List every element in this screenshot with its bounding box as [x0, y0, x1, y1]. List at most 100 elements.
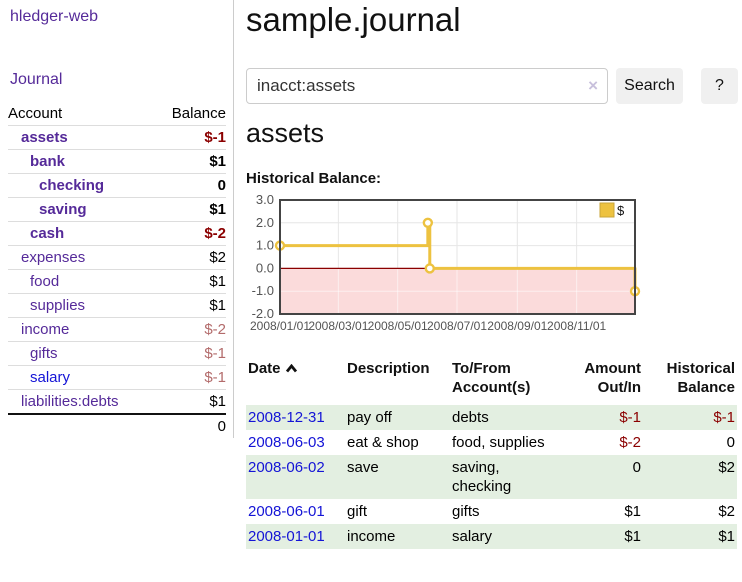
register-date: 2008-06-01	[246, 499, 345, 524]
account-link-supplies[interactable]: supplies	[30, 297, 86, 314]
main-content: sample.journal × Search ? assets Histori…	[246, 0, 742, 582]
register-accounts: salary	[450, 524, 560, 549]
account-row: income $-2	[8, 317, 226, 342]
sidebar-item-journal[interactable]: Journal	[10, 71, 63, 88]
account-link-assets[interactable]: assets	[21, 129, 68, 146]
account-heading: assets	[246, 118, 325, 148]
account-link-salary[interactable]: salary	[30, 369, 71, 386]
account-link-expenses[interactable]: expenses	[21, 249, 86, 266]
register-date: 2008-06-02	[246, 455, 345, 499]
date-link[interactable]: 2008-01-01	[248, 528, 325, 545]
historical-balance-chart: 3.0 2.0 1.0 0.0 -1.0 -2.02008/01/012008/03/01…	[250, 192, 641, 333]
search-form: × Search ?	[246, 68, 742, 104]
account-balance: $-1	[154, 125, 226, 150]
register-header-accounts: To/From Account(s)	[452, 360, 531, 396]
svg-text:-1.0: -1.0	[252, 283, 274, 298]
account-balance: $-1	[154, 365, 226, 390]
register-date: 2008-12-31	[246, 405, 345, 430]
date-link[interactable]: 2008-06-03	[248, 434, 325, 451]
register-table-body: 2008-12-31 pay off debts $-1 $-1 2008-06-03 ea…	[246, 405, 737, 549]
account-link-liabilities-debts[interactable]: liabilities:debts	[21, 393, 119, 410]
date-link[interactable]: 2008-06-01	[248, 503, 325, 520]
search-input[interactable]	[246, 68, 608, 104]
register-balance: $-1	[643, 405, 737, 430]
accounts-header-balance: Balance	[171, 105, 226, 122]
account-balance: $-1	[154, 341, 226, 366]
register-description: gift	[347, 503, 368, 520]
register-description: save	[345, 455, 450, 499]
svg-text:2008/07/01: 2008/07/01	[427, 319, 487, 333]
legend-swatch	[599, 202, 615, 218]
register-description: eat & shop	[347, 434, 419, 451]
account-link-checking[interactable]: checking	[39, 177, 105, 194]
register-amount: $1	[560, 524, 643, 549]
account-balance: $-2	[154, 221, 226, 246]
register-amount: $-1	[560, 405, 643, 430]
register-balance: $2	[718, 503, 735, 520]
account-balance: $1	[154, 149, 226, 174]
account-row: food $1	[8, 269, 226, 294]
account-row: bank $1	[8, 149, 226, 174]
account-row: supplies $1	[8, 293, 226, 318]
register-description: pay off	[345, 405, 450, 430]
search-input-wrap: ×	[246, 68, 608, 104]
svg-text:-2.0: -2.0	[252, 306, 274, 321]
account-link-income[interactable]: income	[21, 321, 70, 338]
account-balance: $1	[154, 269, 226, 294]
account-link-cash[interactable]: cash	[30, 225, 65, 242]
search-button[interactable]: Search	[616, 68, 683, 104]
account-balance: $2	[154, 245, 226, 270]
account-row: gifts $-1	[8, 341, 226, 366]
register-accounts: food, supplies	[452, 434, 545, 451]
account-link-saving[interactable]: saving	[39, 201, 87, 218]
register-balance: $1	[643, 524, 737, 549]
register-row: 2008-06-03 eat & shop food, supplies $-2 0	[246, 430, 737, 455]
brand-link[interactable]: hledger-web	[10, 8, 99, 25]
register-date: 2008-06-03	[246, 430, 345, 455]
svg-text:0.0: 0.0	[256, 260, 274, 275]
accounts-total-spacer	[8, 413, 155, 438]
date-link[interactable]: 2008-06-02	[248, 459, 325, 476]
help-button[interactable]: ?	[701, 68, 738, 104]
register-accounts: gifts	[452, 503, 480, 520]
svg-text:2008/01/01: 2008/01/01	[250, 319, 310, 333]
accounts-header-row: Account Balance	[8, 102, 226, 126]
sidebar-divider	[233, 0, 234, 438]
register-amount: 0	[560, 455, 643, 499]
svg-text:2008/03/01: 2008/03/01	[308, 319, 368, 333]
page-title: sample.journal	[246, 1, 461, 38]
data-point-marker	[422, 217, 434, 228]
account-row: expenses $2	[8, 245, 226, 270]
account-link-food[interactable]: food	[30, 273, 60, 290]
register-accounts: saving, checking	[450, 455, 560, 499]
account-link-gifts[interactable]: gifts	[30, 345, 58, 362]
account-row: liabilities:debts $1	[8, 389, 226, 414]
accounts-total-row: 0	[8, 413, 226, 438]
svg-text:2008/05/01: 2008/05/01	[368, 319, 428, 333]
accounts-total-balance: 0	[154, 413, 226, 438]
svg-text:1.0: 1.0	[256, 238, 274, 253]
register-header-amount: Amount Out/In	[584, 360, 641, 396]
accounts-table-body: assets $-1 bank $1 checking 0 saving $1 cash $-2 e…	[8, 125, 226, 414]
svg-text:2008/11/01: 2008/11/01	[547, 319, 606, 333]
clear-search-icon[interactable]: ×	[588, 76, 598, 95]
date-link[interactable]: 2008-12-31	[248, 409, 325, 426]
register-date: 2008-01-01	[246, 524, 345, 549]
account-row: salary $-1	[8, 365, 226, 390]
accounts-table: Account Balance assets $-1 bank $1 checking 0…	[8, 102, 226, 438]
account-link-bank[interactable]: bank	[30, 153, 66, 170]
register-row: 2008-01-01 income salary $1 $1	[246, 524, 737, 549]
sort-ascending-icon	[285, 363, 297, 373]
register-row: 2008-06-02 save saving, checking 0 $2	[246, 455, 737, 499]
register-amount: $1	[624, 503, 641, 520]
register-header-date[interactable]: Date	[246, 356, 345, 405]
account-balance: $1	[154, 293, 226, 318]
account-row: assets $-1	[8, 125, 226, 150]
accounts-header-account: Account	[8, 105, 63, 122]
register-header-description: Description	[347, 360, 430, 377]
register-row: 2008-06-01 gift gifts $1 $2	[246, 499, 737, 524]
plot-border	[279, 199, 636, 315]
account-row: checking 0	[8, 173, 226, 198]
register-header-date-label: Date	[248, 360, 281, 377]
